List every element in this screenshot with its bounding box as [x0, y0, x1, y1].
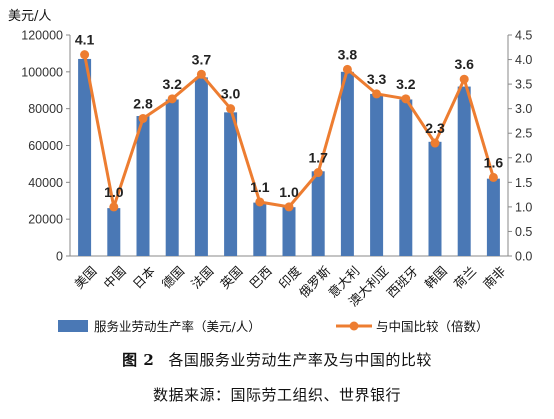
line-point [488, 172, 498, 182]
left-tick-label: 120000 [21, 29, 63, 43]
legend-line-marker [349, 321, 359, 331]
line-point [284, 202, 294, 212]
right-tick-label: 3.5 [515, 78, 532, 92]
left-tick-label: 40000 [28, 176, 63, 190]
bar [194, 77, 208, 256]
left-tick-label: 0 [56, 250, 63, 264]
data-label: 3.7 [192, 51, 212, 67]
right-axis-ticks: 0.0 0.5 1.0 1.5 2.0 2.5 3.0 3.5 4.0 4.5 [508, 29, 532, 264]
bar [78, 58, 92, 256]
data-label: 1.0 [279, 184, 299, 200]
right-tick-label: 4.0 [515, 53, 532, 67]
line-point [226, 104, 236, 114]
category-label: 美国 [71, 263, 99, 291]
figure-caption: 图 2 各国服务业劳动生产率及与中国的比较 [0, 349, 554, 370]
data-label: 3.8 [338, 46, 358, 62]
bar [399, 99, 413, 256]
category-label: 法国 [188, 263, 216, 291]
bar [370, 93, 384, 256]
legend-bar-swatch [58, 320, 88, 332]
category-label: 英国 [217, 263, 245, 291]
line-series: 4.1 1.0 2.8 3.2 3.7 3.0 1.1 1.0 1.7 3.8 3.3 3.2 2.3 3… [75, 32, 503, 212]
line-point [167, 94, 177, 104]
bar [340, 71, 354, 256]
data-label: 2.3 [425, 120, 445, 136]
line-point [372, 89, 382, 99]
category-label: 韩国 [422, 263, 450, 291]
line-point [109, 202, 119, 212]
right-tick-label: 4.5 [515, 29, 532, 43]
bar [165, 99, 179, 256]
bar [224, 112, 238, 256]
data-label: 2.8 [133, 95, 153, 111]
left-tick-label: 80000 [28, 102, 63, 116]
bar [457, 86, 471, 256]
data-label: 3.2 [162, 76, 182, 92]
bar [136, 116, 150, 257]
figure-title: 各国服务业劳动生产率及与中国的比较 [168, 351, 432, 369]
line-point [138, 113, 148, 123]
data-label: 3.3 [367, 71, 387, 87]
data-label: 1.7 [308, 150, 328, 166]
legend-line-label: 与中国比较（倍数） [376, 319, 489, 334]
left-axis-unit: 美元/人 [8, 9, 51, 24]
line-point [80, 50, 90, 60]
data-label: 3.6 [454, 56, 474, 72]
category-label: 荷兰 [451, 263, 479, 291]
left-tick-label: 60000 [28, 139, 63, 153]
bar-series [78, 58, 500, 257]
category-label: 巴西 [246, 263, 274, 291]
data-source: 数据来源：国际劳工组织、世界银行 [152, 386, 401, 404]
left-tick-label: 100000 [21, 65, 63, 79]
legend-bar-label: 服务业劳动生产率（美元/人） [94, 319, 261, 334]
line-point [255, 197, 265, 207]
line-point [401, 94, 411, 104]
bar [282, 207, 296, 256]
data-label: 1.0 [104, 184, 124, 200]
left-axis-ticks: 0 20000 40000 60000 80000 100000 120000 [21, 29, 70, 264]
line-point [313, 168, 323, 178]
data-label: 1.6 [484, 154, 504, 170]
line-point [430, 138, 440, 148]
figure-number: 图 2 [122, 351, 155, 369]
category-label: 西班牙 [384, 263, 421, 300]
category-label: 俄罗斯 [296, 263, 333, 300]
category-label: 日本 [130, 263, 159, 292]
line-point [196, 69, 206, 79]
right-tick-label: 1.5 [515, 176, 532, 190]
bar [107, 208, 121, 256]
left-tick-label: 20000 [28, 213, 63, 227]
category-label: 德国 [159, 263, 187, 291]
bar [486, 178, 500, 256]
data-label: 3.2 [396, 76, 416, 92]
right-tick-label: 3.0 [515, 102, 532, 116]
right-tick-label: 0.0 [515, 250, 532, 264]
data-label: 4.1 [75, 32, 95, 48]
bar [428, 141, 442, 256]
line-point [459, 74, 469, 84]
legend: 服务业劳动生产率（美元/人） 与中国比较（倍数） [58, 319, 489, 334]
bar [311, 171, 325, 256]
bar [253, 202, 267, 256]
category-label: 南非 [480, 263, 508, 291]
data-label: 1.1 [250, 179, 270, 195]
right-tick-label: 2.5 [515, 127, 532, 141]
right-tick-label: 1.0 [515, 200, 532, 214]
data-label: 3.0 [221, 86, 241, 102]
line-point [342, 64, 352, 74]
combo-chart: 美元/人 0 20000 40000 60000 80000 100000 120000 0… [8, 9, 532, 334]
right-tick-label: 2.0 [515, 151, 532, 165]
right-tick-label: 0.5 [515, 225, 532, 239]
category-label: 中国 [100, 263, 128, 291]
